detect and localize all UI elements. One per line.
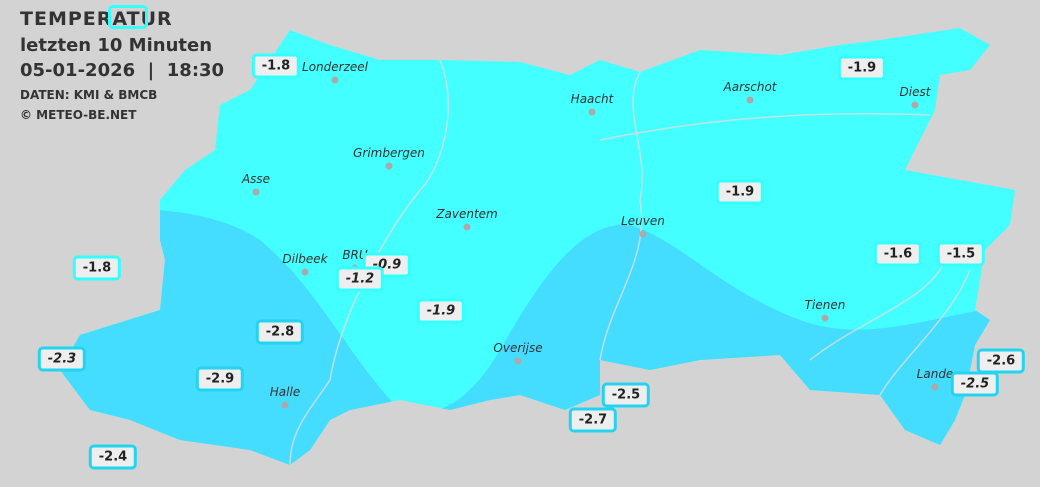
- city-label: Halle: [269, 385, 301, 399]
- station-temperature[interactable]: -2.5: [601, 382, 651, 408]
- city-label: Asse: [241, 172, 271, 186]
- city-marker: [331, 76, 339, 84]
- city-label: Lande: [916, 367, 954, 381]
- city-marker: [588, 108, 596, 116]
- city-marker: [463, 223, 471, 231]
- city-marker: [385, 162, 393, 170]
- station-temperature[interactable]: -1.8: [72, 255, 122, 281]
- station-temperature[interactable]: -1.5: [936, 241, 986, 267]
- city-label: Leuven: [621, 214, 665, 228]
- station-temperature[interactable]: -1.8: [251, 53, 301, 79]
- city-label: Dilbeek: [282, 252, 328, 266]
- city-label: Grimbergen: [353, 146, 425, 160]
- station-temperature[interactable]: -1.9: [416, 298, 466, 324]
- city-marker: [514, 357, 522, 365]
- city-label: Aarschot: [723, 80, 777, 94]
- city-marker: [301, 268, 309, 276]
- city-label: Tienen: [804, 298, 846, 312]
- city-label: Overijse: [493, 341, 543, 355]
- city-label: Haacht: [570, 92, 614, 106]
- city-label: Diest: [899, 85, 931, 99]
- station-temperature[interactable]: -1.9: [837, 55, 887, 81]
- station-temperature[interactable]: [108, 5, 148, 29]
- station-temperature[interactable]: -2.3: [37, 346, 87, 372]
- station-temperature[interactable]: -2.9: [195, 366, 245, 392]
- city-marker: [252, 188, 260, 196]
- station-temperature[interactable]: -2.7: [568, 407, 618, 433]
- station-temperature[interactable]: -2.6: [976, 348, 1026, 374]
- city-marker: [639, 230, 647, 238]
- station-temperature[interactable]: -0.9: [362, 252, 412, 278]
- city-marker: [746, 96, 754, 104]
- city-label: BRU: [342, 248, 368, 262]
- datetime: 05-01-2026 | 18:30: [20, 60, 225, 81]
- station-temperature[interactable]: -1.6: [873, 241, 923, 267]
- station-temperature[interactable]: -2.8: [255, 319, 305, 345]
- city-marker: [821, 314, 829, 322]
- city-marker: [911, 101, 919, 109]
- city-label: Zaventem: [436, 207, 498, 221]
- city-marker: [931, 383, 939, 391]
- map-title: TEMPERATUR: [20, 8, 173, 30]
- station-temperature[interactable]: -1.9: [715, 179, 765, 205]
- city-marker: [281, 401, 289, 409]
- copyright: © METEO-BE.NET: [20, 108, 137, 122]
- station-temperature[interactable]: -1.2: [335, 266, 385, 292]
- city-label: Londerzeel: [302, 60, 368, 74]
- data-source: DATEN: KMI & BMCB: [20, 88, 158, 102]
- map-subtitle: letzten 10 Minuten: [20, 35, 213, 56]
- station-temperature[interactable]: -2.4: [88, 444, 138, 470]
- station-temperature[interactable]: -2.5: [950, 371, 1000, 397]
